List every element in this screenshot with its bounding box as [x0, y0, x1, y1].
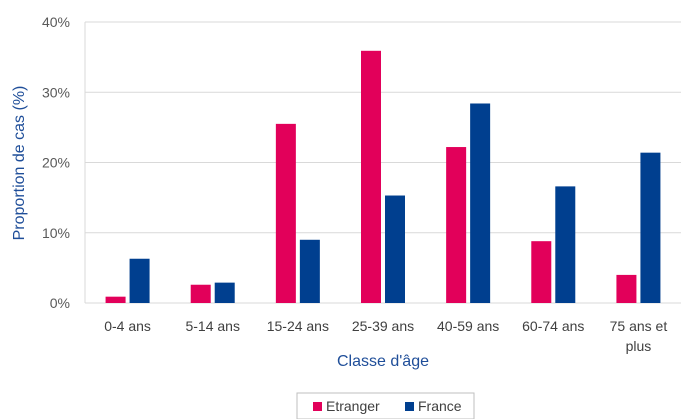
- legend-swatch: [405, 402, 414, 411]
- x-tick-label: 15-24 ans: [267, 318, 329, 334]
- legend-frame: [296, 392, 475, 419]
- bar-etranger: [446, 147, 467, 303]
- bar-etranger: [531, 241, 552, 303]
- bar-france: [385, 195, 405, 303]
- x-tick-label: 40-59 ans: [437, 318, 499, 334]
- x-tick-label: 5-14 ans: [185, 318, 239, 334]
- legend-label: Etranger: [326, 398, 380, 414]
- bar-etranger: [190, 284, 211, 303]
- x-tick-label: 0-4 ans: [104, 318, 151, 334]
- bar-etranger: [616, 274, 637, 303]
- y-axis-title: Proportion de cas (%): [11, 86, 28, 241]
- legend-label: France: [418, 398, 462, 414]
- x-tick-label: 75 ans et plus: [610, 318, 668, 354]
- bar-etranger: [361, 50, 381, 303]
- y-tick-label: 30%: [42, 84, 70, 100]
- x-tick-label: 25-39 ans: [352, 318, 414, 334]
- legend-item-etranger: Etranger: [313, 398, 380, 414]
- bar-france: [470, 103, 491, 304]
- y-tick-label: 20%: [42, 155, 70, 171]
- bar-france: [640, 152, 661, 303]
- x-axis-title: Classe d'âge: [337, 353, 429, 370]
- legend-item-france: France: [405, 398, 462, 414]
- x-tick-labels: 0-4 ans 5-14 ans 15-24 ans 25-39 ans 40-59 a…: [104, 318, 667, 354]
- bar-france: [214, 282, 235, 303]
- y-tick-label: 40%: [42, 14, 70, 30]
- bar-etranger: [105, 296, 126, 303]
- y-tick-label: 10%: [42, 225, 70, 241]
- gridlines: [84, 21, 681, 304]
- legend-swatch: [313, 402, 322, 411]
- bar-etranger: [275, 123, 296, 303]
- x-tick-label: 60-74 ans: [522, 318, 584, 334]
- y-tick-labels: 0% 10% 20% 30% 40%: [42, 14, 70, 311]
- bars: [105, 50, 661, 304]
- y-tick-label: 0%: [50, 295, 70, 311]
- legend: Etranger France: [296, 392, 475, 419]
- bar-france: [129, 258, 150, 303]
- bar-france: [555, 186, 576, 303]
- bar-france: [299, 239, 320, 303]
